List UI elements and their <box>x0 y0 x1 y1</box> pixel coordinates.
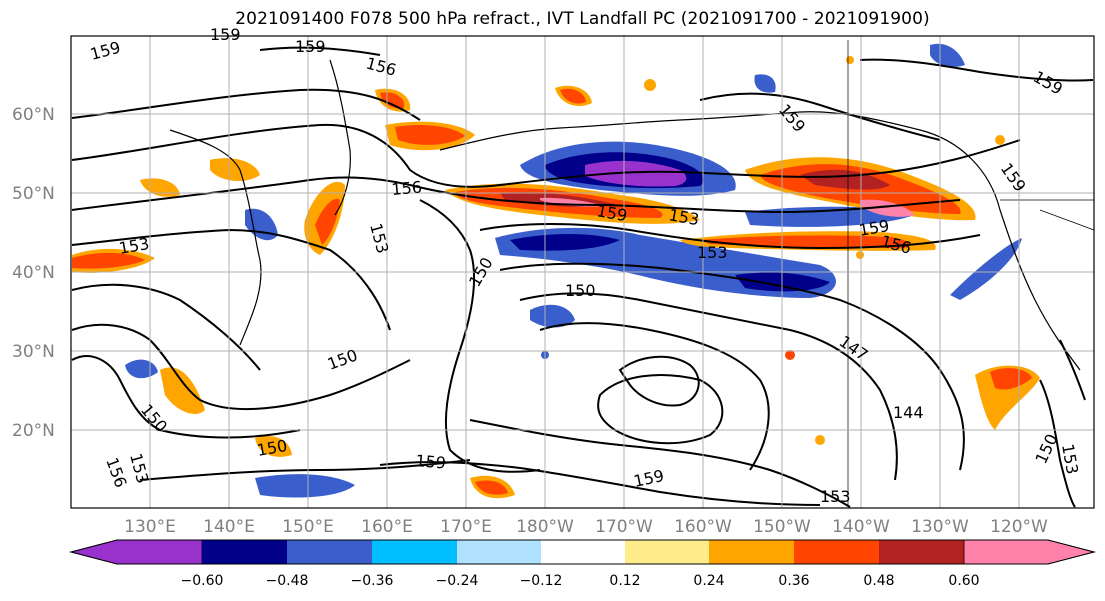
lat-label: 30°N <box>12 342 55 362</box>
lat-label: 40°N <box>12 263 55 283</box>
lon-label: 170°W <box>595 517 653 537</box>
lon-label: 140°W <box>832 517 890 537</box>
lon-label: 150°W <box>753 517 811 537</box>
coastlines <box>169 40 1095 507</box>
longitude-labels: 130°E 140°E 150°E 160°E 170°E 180°W 170°… <box>124 517 1048 537</box>
lat-label: 50°N <box>12 184 55 204</box>
latitude-labels: 60°N 50°N 40°N 30°N 20°N <box>12 105 55 441</box>
contour-label: 144 <box>893 403 924 422</box>
colorbar-tick: 0.60 <box>948 573 979 589</box>
contour-label: 150 <box>565 281 596 300</box>
colorbar-cell <box>202 540 287 564</box>
contour-label: 153 <box>697 243 728 262</box>
colorbar-tick: −0.36 <box>351 573 394 589</box>
colorbar-cell <box>541 540 625 564</box>
lon-label: 170°E <box>440 517 492 537</box>
colorbar-cell <box>625 540 709 564</box>
lat-label: 20°N <box>12 421 55 441</box>
colorbar-tick: 0.36 <box>778 573 809 589</box>
colorbar-cell <box>963 539 1096 565</box>
lat-label: 60°N <box>12 105 55 125</box>
colorbar-tick: −0.48 <box>266 573 309 589</box>
height-contours <box>71 46 1094 508</box>
lon-label: 160°E <box>361 517 413 537</box>
lon-label: 150°E <box>282 517 334 537</box>
contour-label: 159 <box>415 451 447 473</box>
lon-label: 140°E <box>203 517 255 537</box>
colorbar-tick: −0.24 <box>436 573 479 589</box>
colorbar-tick: 0.24 <box>693 573 724 589</box>
colorbar-cell <box>287 540 372 564</box>
colorbar-cell <box>372 540 457 564</box>
colorbar-cell <box>794 540 879 564</box>
colorbar-cell <box>69 539 203 565</box>
lon-label: 120°W <box>990 517 1048 537</box>
colorbar-tick: −0.12 <box>520 573 563 589</box>
colorbar-tick: 0.12 <box>609 573 640 589</box>
contour-label: 159 <box>210 25 241 44</box>
map-title: 2021091400 F078 500 hPa refract., IVT La… <box>235 9 930 29</box>
colorbar-tick: 0.48 <box>863 573 894 589</box>
colorbar-cell <box>709 540 794 564</box>
graticule <box>71 36 1094 508</box>
lon-label: 180°W <box>516 517 574 537</box>
contour-label: 153 <box>820 487 851 506</box>
lon-label: 130°E <box>124 517 176 537</box>
contour-label: 159 <box>295 37 326 56</box>
lon-label: 130°W <box>911 517 969 537</box>
colorbar-cell <box>879 540 964 564</box>
colorbar-cell <box>457 540 541 564</box>
colorbar-tick: −0.60 <box>181 573 224 589</box>
colorbar: −0.60 −0.48 −0.36 −0.24 −0.12 0.12 0.24 … <box>69 539 1096 589</box>
lon-label: 160°W <box>674 517 732 537</box>
contour-label: 156 <box>391 177 423 199</box>
